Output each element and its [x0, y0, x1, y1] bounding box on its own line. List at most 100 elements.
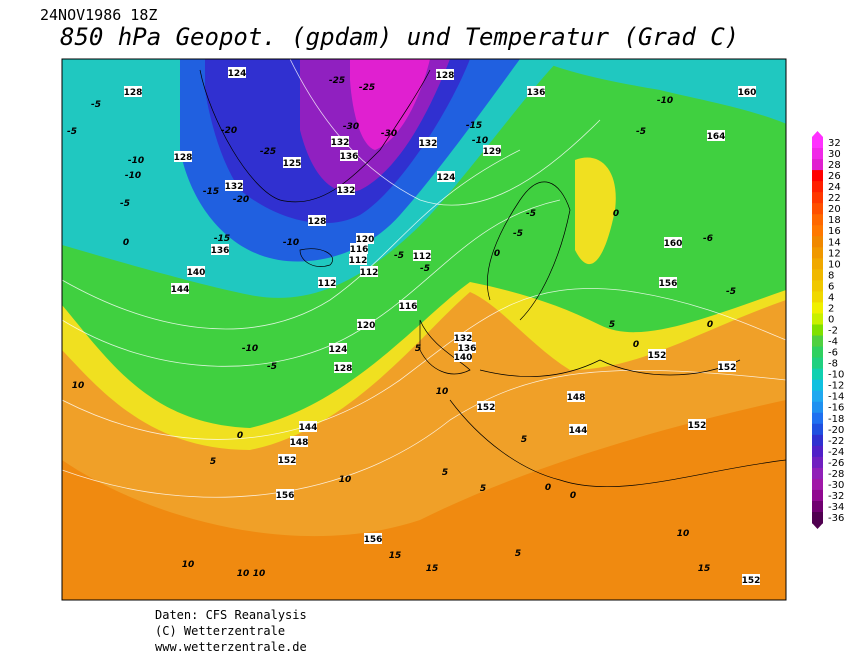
- date: 24NOV1986 18Z: [40, 6, 157, 24]
- geopotential-label: 132: [331, 138, 350, 148]
- temperature-label: 0: [570, 491, 576, 501]
- colorbar-swatch: [812, 170, 823, 182]
- geopotential-label: 116: [399, 302, 418, 312]
- geopotential-label-box: [399, 300, 417, 311]
- colorbar-swatch: [812, 269, 823, 281]
- colorbar-swatch: [812, 500, 823, 513]
- geopotential-label: 120: [356, 235, 375, 245]
- geopotential-label: 152: [648, 351, 667, 361]
- colorbar-swatch: [812, 203, 823, 215]
- temperature-label: 15: [389, 551, 402, 561]
- colorbar-tick-label: 22: [828, 193, 841, 204]
- colorbar-tick-label: -16: [828, 403, 844, 414]
- geopotential-label-box: [290, 436, 308, 447]
- geopotential-label: 128: [124, 88, 143, 98]
- geopotential-label-box: [350, 243, 368, 254]
- colorbar-swatch: [812, 181, 823, 193]
- geopotential-label-box: [357, 319, 375, 330]
- colorbar-swatch: [812, 445, 823, 458]
- colorbar-swatch: [812, 379, 823, 392]
- geopotential-label-box: [174, 151, 192, 162]
- colorbar-swatch: [812, 258, 823, 270]
- temperature-label: -5: [526, 209, 536, 219]
- colorbar: 32302826242220181614121086420-2-4-6-8-10…: [812, 131, 844, 530]
- geopotential-label: 144: [569, 426, 588, 436]
- colorbar-tick-label: 8: [828, 270, 834, 281]
- colorbar-tick-label: 4: [828, 292, 834, 303]
- temperature-label: -30: [381, 129, 397, 139]
- geopotential-label-box: [356, 233, 374, 244]
- geopotential-label: 152: [278, 456, 297, 466]
- colorbar-swatch: [812, 335, 823, 348]
- colorbar-swatch: [812, 512, 823, 524]
- geopotential-label: 136: [211, 246, 230, 256]
- title: 850 hPa Geopot. (gpdam) und Temperatur (…: [60, 23, 739, 51]
- colorbar-arrow-top: [812, 131, 823, 137]
- colorbar-swatch: [812, 192, 823, 204]
- geopotential-label-box: [331, 136, 349, 147]
- colorbar-tick-label: 0: [828, 314, 834, 325]
- colorbar-tick-label: -20: [828, 425, 844, 436]
- colorbar-swatch: [812, 247, 823, 259]
- colorbar-tick-label: -22: [828, 436, 844, 447]
- temperature-label: -25: [260, 147, 276, 157]
- contour-labels: 1281281321251361401441281201161121121121…: [67, 67, 760, 586]
- temperature-label: 5: [515, 549, 521, 559]
- geopotential-label: 112: [360, 268, 379, 278]
- colorbar-swatch: [812, 280, 823, 292]
- colorbar-swatch: [812, 357, 823, 370]
- temperature-label: 10: [72, 381, 85, 391]
- colorbar-swatch: [812, 423, 823, 436]
- temperature-label: 15: [426, 564, 439, 574]
- colorbar-swatch: [812, 324, 823, 337]
- colorbar-tick-label: -18: [828, 414, 844, 425]
- colorbar-tick-label: -28: [828, 469, 844, 480]
- colorbar-tick-label: 32: [828, 138, 841, 149]
- geopotential-label: 124: [228, 69, 247, 79]
- temperature-label: -5: [67, 127, 77, 137]
- colorbar-arrow-bottom: [812, 523, 823, 530]
- colorbar-swatch: [812, 434, 823, 447]
- temperature-label: -30: [343, 122, 359, 132]
- temperature-label: -5: [726, 287, 736, 297]
- geopotential-label: 128: [308, 217, 327, 227]
- geopotential-label: 136: [458, 344, 477, 354]
- geopotential-label: 160: [664, 239, 683, 249]
- temperature-label: 0: [237, 431, 243, 441]
- temperature-label: 5: [480, 484, 486, 494]
- temperature-label: 10: [253, 569, 266, 579]
- geopotential-label: 112: [349, 256, 368, 266]
- geopotential-label-box: [688, 419, 706, 430]
- temperature-label: 15: [698, 564, 711, 574]
- temperature-label: 5: [210, 457, 216, 467]
- geopotential-label-box: [318, 277, 336, 288]
- colorbar-tick-label: -26: [828, 458, 844, 469]
- colorbar-tick-label: 30: [828, 149, 841, 160]
- geopotential-label: 140: [454, 353, 473, 363]
- colorbar-tick-label: -36: [828, 513, 844, 524]
- geopotential-label: 124: [437, 173, 456, 183]
- geopotential-label: 152: [688, 421, 707, 431]
- geopotential-label: 132: [337, 186, 356, 196]
- geopotential-label: 156: [364, 535, 383, 545]
- temperature-label: 0: [545, 483, 551, 493]
- colorbar-swatch: [812, 137, 823, 149]
- geopotential-label: 148: [567, 393, 586, 403]
- geopotential-label-box: [340, 150, 358, 161]
- colorbar-swatch: [812, 236, 823, 248]
- colorbar-tick-label: 12: [828, 248, 841, 259]
- footer-source: Daten: CFS Reanalysis: [155, 608, 307, 622]
- geopotential-label: 120: [357, 321, 376, 331]
- geopotential-label-box: [211, 244, 229, 255]
- colorbar-tick-label: -30: [828, 480, 844, 491]
- temperature-label: 5: [442, 468, 448, 478]
- colorbar-tick-label: 14: [828, 237, 841, 248]
- geopotential-label-box: [171, 283, 189, 294]
- temperature-label: -10: [125, 171, 141, 181]
- temperature-label: -5: [513, 229, 523, 239]
- geopotential-label: 128: [334, 364, 353, 374]
- geopotential-label: 156: [659, 279, 678, 289]
- colorbar-swatch: [812, 159, 823, 171]
- geopotential-label-box: [329, 343, 347, 354]
- geopotential-label: 144: [171, 285, 190, 295]
